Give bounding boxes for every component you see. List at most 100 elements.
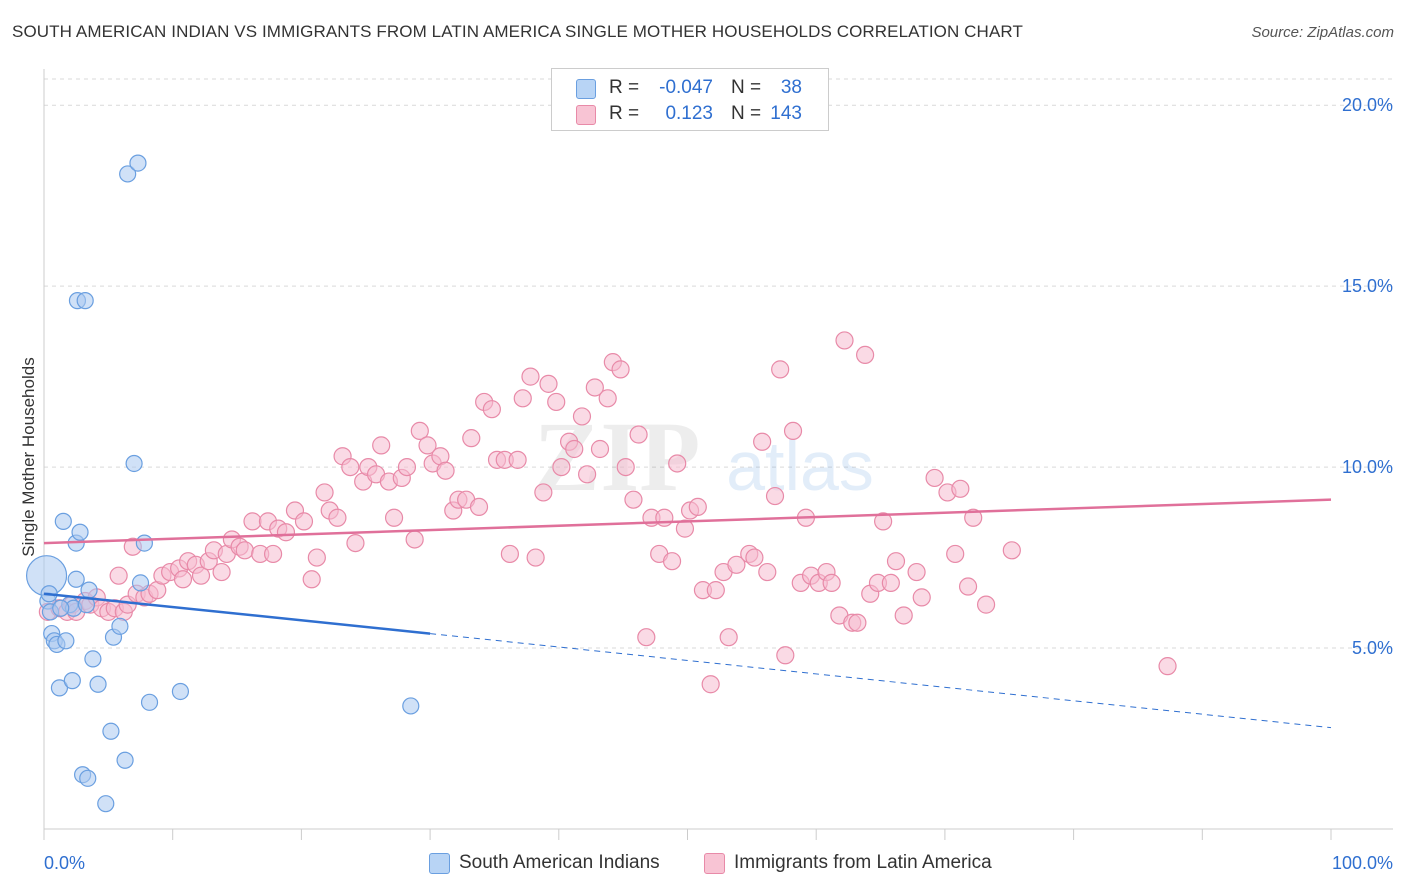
blue-data-point bbox=[52, 599, 70, 617]
pink-data-point bbox=[346, 533, 365, 553]
pink-data-point bbox=[526, 548, 545, 567]
pink-data-point bbox=[874, 512, 893, 531]
bottom-legend-swatch-blue bbox=[429, 853, 450, 874]
pink-data-point bbox=[109, 566, 128, 585]
pink-data-point bbox=[822, 573, 841, 593]
pink-data-point bbox=[598, 389, 617, 408]
pink-points-layer bbox=[38, 331, 1177, 694]
pink-trend-line bbox=[43, 498, 1332, 545]
pink-data-point bbox=[925, 468, 944, 488]
blue-data-point bbox=[63, 672, 81, 690]
pink-data-point bbox=[212, 562, 231, 582]
pink-data-point bbox=[315, 483, 334, 502]
legend-n-value: 38 bbox=[780, 77, 802, 98]
pink-data-point bbox=[745, 548, 764, 567]
pink-data-point bbox=[881, 573, 900, 593]
bottom-legend-label: Immigrants from Latin America bbox=[734, 852, 992, 873]
pink-data-point bbox=[835, 331, 854, 350]
pink-data-point bbox=[706, 581, 725, 600]
pink-data-point bbox=[848, 613, 867, 632]
pink-data-point bbox=[341, 457, 360, 477]
pink-data-point bbox=[668, 454, 687, 473]
x-tick-label: 100.0% bbox=[1332, 853, 1393, 873]
pink-data-point bbox=[534, 483, 553, 502]
legend-r-label: R = bbox=[609, 103, 640, 124]
y-tick-label: 10.0% bbox=[1342, 457, 1393, 477]
pink-data-point bbox=[637, 628, 656, 647]
legend-n-value: 143 bbox=[770, 103, 802, 124]
pink-data-point bbox=[572, 407, 592, 426]
pink-data-point bbox=[436, 461, 455, 480]
blue-data-point bbox=[135, 534, 153, 552]
pink-data-point bbox=[469, 497, 489, 517]
blue-data-point bbox=[89, 675, 107, 693]
correlation-legend: R = -0.047 N = 38 R = 0.123 N = 143 bbox=[551, 68, 829, 131]
pink-data-point bbox=[958, 577, 978, 596]
pink-data-point bbox=[547, 392, 566, 412]
blue-data-point bbox=[171, 682, 190, 701]
legend-r-label: R = bbox=[609, 77, 640, 98]
blue-data-point bbox=[54, 512, 72, 530]
blue-data-point bbox=[131, 574, 150, 592]
legend-r-value: -0.047 bbox=[659, 77, 713, 98]
legend-swatch-blue bbox=[576, 79, 596, 99]
pink-data-point bbox=[513, 389, 532, 408]
pink-data-point bbox=[418, 436, 437, 455]
pink-data-point bbox=[173, 570, 193, 589]
pink-data-point bbox=[191, 566, 211, 585]
pink-data-point bbox=[783, 421, 803, 441]
pink-data-point bbox=[508, 450, 527, 469]
pink-data-point bbox=[616, 457, 635, 477]
legend-swatch-pink bbox=[576, 105, 596, 125]
pink-data-point bbox=[294, 512, 314, 531]
blue-data-point bbox=[50, 679, 69, 697]
pink-data-point bbox=[539, 374, 558, 393]
pink-data-point bbox=[462, 429, 481, 448]
axis-layer: 5.0% 10.0% 15.0% 20.0% 0.0% 100.0% bbox=[43, 69, 1393, 873]
blue-data-point bbox=[71, 523, 89, 541]
blue-data-point bbox=[116, 751, 134, 769]
pink-data-point bbox=[1002, 541, 1021, 560]
x-tick-label: 0.0% bbox=[44, 853, 85, 873]
pink-data-point bbox=[410, 421, 429, 441]
y-tick-label: 5.0% bbox=[1352, 638, 1393, 658]
pink-data-point bbox=[727, 555, 746, 574]
pink-data-point bbox=[886, 552, 906, 571]
pink-data-point bbox=[776, 646, 795, 665]
pink-data-point bbox=[405, 530, 424, 549]
pink-data-point bbox=[765, 486, 785, 506]
blue-data-point bbox=[140, 693, 159, 711]
pink-data-point bbox=[263, 544, 283, 564]
pink-data-point bbox=[243, 512, 262, 531]
pink-data-point bbox=[655, 508, 674, 527]
watermark-atlas: atlas bbox=[726, 427, 874, 505]
pink-data-point bbox=[675, 519, 695, 538]
source-label: Source: ZipAtlas.com bbox=[1251, 24, 1394, 41]
blue-data-point bbox=[76, 292, 94, 310]
pink-data-point bbox=[753, 432, 772, 451]
y-tick-label: 15.0% bbox=[1342, 276, 1393, 296]
blue-points-layer bbox=[25, 154, 420, 813]
y-tick-label: 20.0% bbox=[1342, 95, 1393, 115]
grid-layer bbox=[44, 78, 1393, 649]
pink-data-point bbox=[701, 675, 720, 694]
pink-data-point bbox=[372, 436, 391, 455]
bottom-legend-swatch-pink bbox=[704, 853, 725, 874]
legend-row-blue: R = -0.047 N = 38 bbox=[552, 75, 828, 101]
pink-data-point bbox=[946, 544, 965, 564]
pink-data-point bbox=[964, 508, 983, 527]
blue-data-point bbox=[125, 454, 143, 473]
blue-data-point bbox=[129, 154, 147, 172]
pink-data-point bbox=[578, 465, 597, 484]
pink-data-point bbox=[662, 552, 682, 571]
pink-data-point bbox=[307, 548, 326, 567]
pink-data-point bbox=[758, 562, 777, 582]
blue-data-point bbox=[102, 722, 120, 740]
pink-data-point bbox=[629, 425, 648, 444]
chart-title: SOUTH AMERICAN INDIAN VS IMMIGRANTS FROM… bbox=[12, 22, 1023, 41]
pink-data-point bbox=[235, 541, 254, 560]
pink-data-point bbox=[585, 378, 604, 397]
blue-data-point bbox=[84, 650, 102, 668]
legend-n-label: N = bbox=[731, 103, 762, 124]
pink-data-point bbox=[688, 497, 707, 517]
